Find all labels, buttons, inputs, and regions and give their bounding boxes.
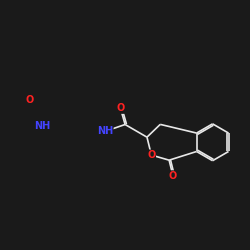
Text: O: O bbox=[169, 171, 177, 181]
Text: O: O bbox=[147, 150, 156, 160]
Text: O: O bbox=[25, 95, 34, 105]
Text: NH: NH bbox=[34, 121, 51, 131]
Text: O: O bbox=[116, 103, 124, 113]
Text: NH: NH bbox=[97, 126, 113, 136]
